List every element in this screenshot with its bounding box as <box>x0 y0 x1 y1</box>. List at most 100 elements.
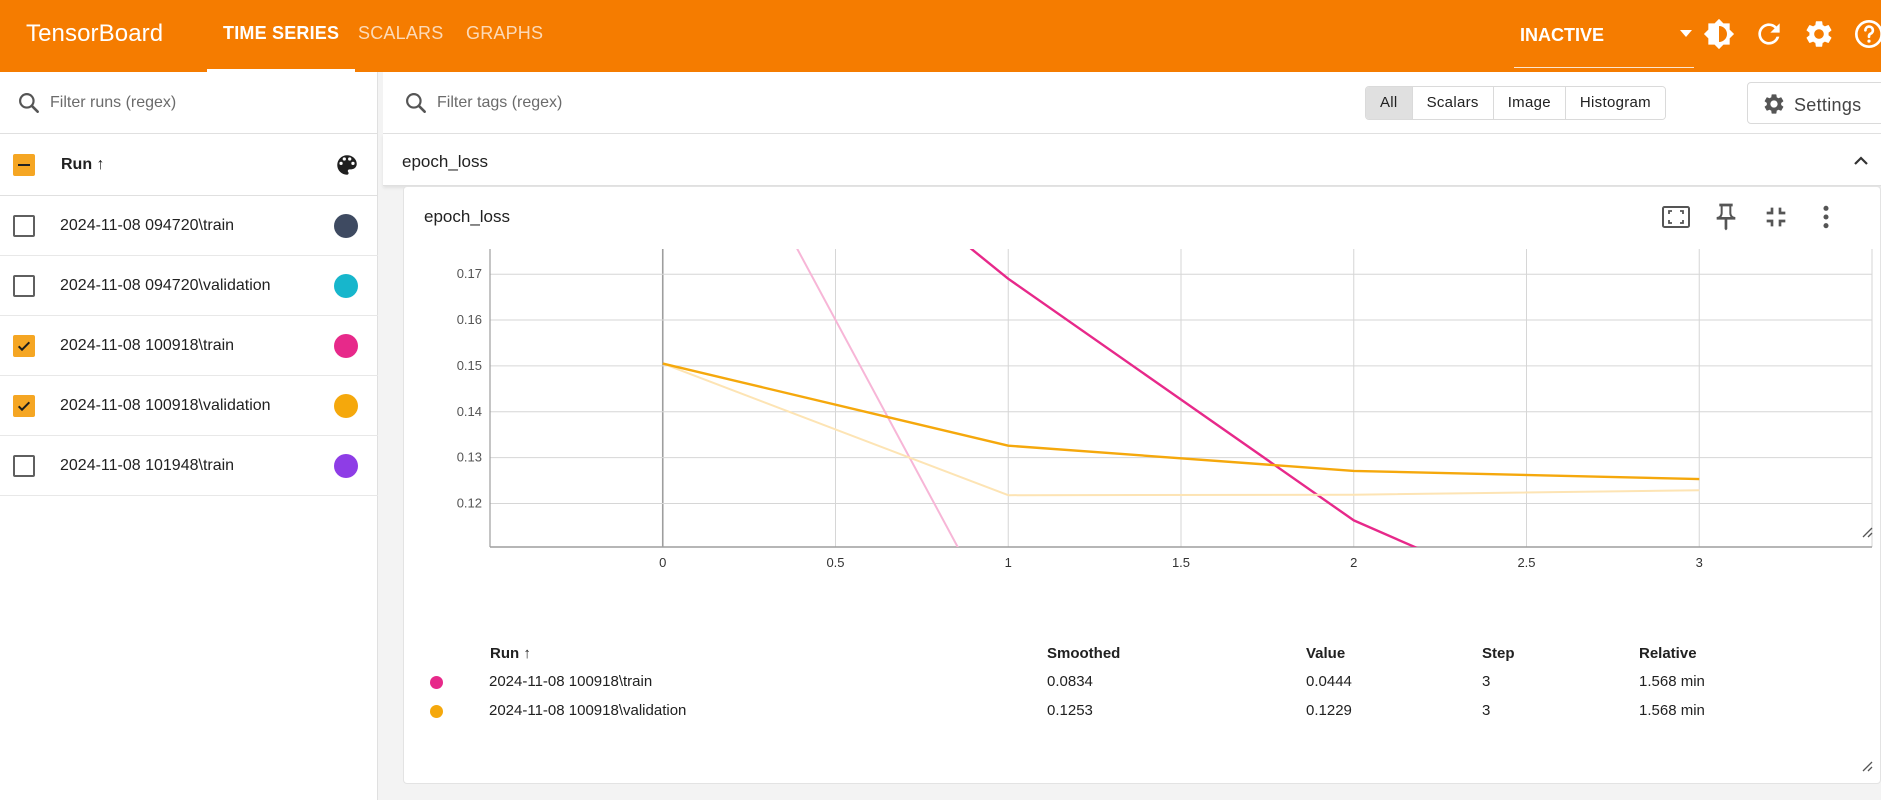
tag-group-title: epoch_loss <box>402 152 489 171</box>
table-header-relative[interactable]: Relative <box>1639 645 1697 662</box>
table-header-smoothed[interactable]: Smoothed <box>1047 645 1121 662</box>
card-title: epoch_loss <box>424 207 511 226</box>
chevron-down-icon <box>1680 30 1692 37</box>
run-row[interactable]: 2024-11-08 100918\validation <box>0 376 378 436</box>
resize-handle-icon[interactable] <box>1861 526 1873 538</box>
run-name: 2024-11-08 101948\train <box>60 457 235 474</box>
run-checkbox[interactable] <box>13 455 35 477</box>
run-name: 2024-11-08 094720\validation <box>60 277 271 294</box>
x-tick-label: 2.5 <box>1517 555 1535 570</box>
scalar-card: epoch_loss 0.12 0.13 0.14 0.15 0.16 0.17 0 0.5 1… <box>403 186 1881 784</box>
check-icon <box>17 401 31 412</box>
line-chart[interactable]: 0.12 0.13 0.14 0.15 0.16 0.17 0 0.5 1 1.5 2 2.5 3 <box>404 243 1880 573</box>
table-header-step[interactable]: Step <box>1482 645 1515 662</box>
tag-group-header[interactable]: epoch_loss <box>383 134 1881 186</box>
help-icon[interactable] <box>1853 18 1881 50</box>
x-tick-label: 2 <box>1350 555 1357 570</box>
search-icon <box>406 93 426 113</box>
runs-filter-input[interactable] <box>50 88 350 118</box>
x-tick-label: 1 <box>1005 555 1012 570</box>
runs-filter <box>0 72 378 134</box>
tab-graphs[interactable]: GRAPHS <box>466 23 544 43</box>
tab-scalars[interactable]: SCALARS <box>358 23 444 43</box>
more-vert-icon[interactable] <box>1810 201 1842 233</box>
top-bar: TensorBoard TIME SERIES SCALARS GRAPHS I… <box>0 0 1881 72</box>
run-checkbox[interactable] <box>13 215 35 237</box>
filter-image[interactable]: Image <box>1492 87 1565 119</box>
run-name: 2024-11-08 100918\validation <box>60 397 271 414</box>
run-row[interactable]: 2024-11-08 101948\train <box>0 436 378 496</box>
run-color-swatch[interactable] <box>334 394 358 418</box>
y-tick-label: 0.17 <box>457 266 482 281</box>
main-pane: All Scalars Image Histogram Settings epo… <box>383 72 1881 800</box>
y-tick-label: 0.12 <box>457 495 482 510</box>
type-filter-toggle: All Scalars Image Histogram <box>1365 86 1666 120</box>
gear-icon <box>1764 94 1784 114</box>
filter-scalars[interactable]: Scalars <box>1411 87 1493 119</box>
search-icon <box>19 93 39 113</box>
gear-icon[interactable] <box>1803 18 1835 50</box>
table-cell-smoothed: 0.0834 <box>1047 673 1093 690</box>
run-name: 2024-11-08 100918\train <box>60 337 235 354</box>
table-header-run[interactable]: Run ↑ <box>490 645 531 662</box>
y-tick-label: 0.13 <box>457 450 482 465</box>
table-cell-value: 0.0444 <box>1306 673 1352 690</box>
run-column-header[interactable]: Run ↑ <box>61 156 105 173</box>
runs-table-header: Run ↑ <box>0 134 378 196</box>
table-cell-value: 0.1229 <box>1306 702 1352 719</box>
y-tick-label: 0.16 <box>457 312 482 327</box>
table-cell-relative: 1.568 min <box>1639 702 1705 719</box>
resize-handle-icon[interactable] <box>1861 760 1873 772</box>
palette-icon[interactable] <box>334 152 360 178</box>
table-cell-relative: 1.568 min <box>1639 673 1705 690</box>
table-cell-smoothed: 0.1253 <box>1047 702 1093 719</box>
filter-all[interactable]: All <box>1366 87 1412 119</box>
y-tick-label: 0.14 <box>457 404 482 419</box>
table-cell-step: 3 <box>1482 673 1491 690</box>
series-line-raw-2 <box>662 362 1700 497</box>
y-tick-label: 0.15 <box>457 358 482 373</box>
refresh-icon[interactable] <box>1753 18 1785 50</box>
collapse-icon[interactable] <box>1760 201 1792 233</box>
settings-button[interactable]: Settings <box>1747 82 1881 124</box>
table-cell-step: 3 <box>1482 702 1491 719</box>
run-checkbox[interactable] <box>13 395 35 417</box>
series-line-raw-0 <box>796 249 959 547</box>
run-row[interactable]: 2024-11-08 100918\train <box>0 316 378 376</box>
x-tick-label: 3 <box>1696 555 1703 570</box>
brightness-icon[interactable] <box>1703 18 1735 50</box>
pin-icon[interactable] <box>1710 201 1742 233</box>
run-color-swatch[interactable] <box>334 334 358 358</box>
runs-pane: Run ↑ 2024-11-08 094720\train 2024-11-08… <box>0 72 378 800</box>
run-name: 2024-11-08 094720\train <box>60 217 235 234</box>
series-line-smoothed-3 <box>662 362 1700 481</box>
settings-label: Settings <box>1794 95 1862 115</box>
tag-filter-bar: All Scalars Image Histogram Settings <box>383 72 1881 134</box>
chevron-up-icon[interactable] <box>1849 149 1873 173</box>
x-tick-label: 0 <box>659 555 666 570</box>
run-color-swatch[interactable] <box>334 454 358 478</box>
select-all-checkbox[interactable] <box>13 154 35 176</box>
check-icon <box>17 341 31 352</box>
x-tick-label: 0.5 <box>826 555 844 570</box>
run-checkbox[interactable] <box>13 275 35 297</box>
run-row[interactable]: 2024-11-08 094720\train <box>0 196 378 256</box>
table-header-value[interactable]: Value <box>1306 645 1346 662</box>
x-tick-label: 1.5 <box>1172 555 1190 570</box>
tab-time-series[interactable]: TIME SERIES <box>206 0 356 72</box>
series-swatch <box>430 705 443 718</box>
table-cell-run: 2024-11-08 100918\validation <box>489 702 687 719</box>
series-line-smoothed-1 <box>969 249 1418 547</box>
filter-histogram[interactable]: Histogram <box>1564 87 1665 119</box>
status-value: INACTIVE <box>1520 25 1605 45</box>
app-title: TensorBoard <box>26 20 164 47</box>
run-row[interactable]: 2024-11-08 094720\validation <box>0 256 378 316</box>
tag-filter-input[interactable] <box>437 88 937 118</box>
fit-to-data-icon[interactable] <box>1660 201 1692 233</box>
status-select[interactable]: INACTIVE <box>1514 16 1694 68</box>
series-swatch <box>430 676 443 689</box>
run-color-swatch[interactable] <box>334 274 358 298</box>
run-color-swatch[interactable] <box>334 214 358 238</box>
run-checkbox[interactable] <box>13 335 35 357</box>
table-cell-run: 2024-11-08 100918\train <box>489 673 653 690</box>
